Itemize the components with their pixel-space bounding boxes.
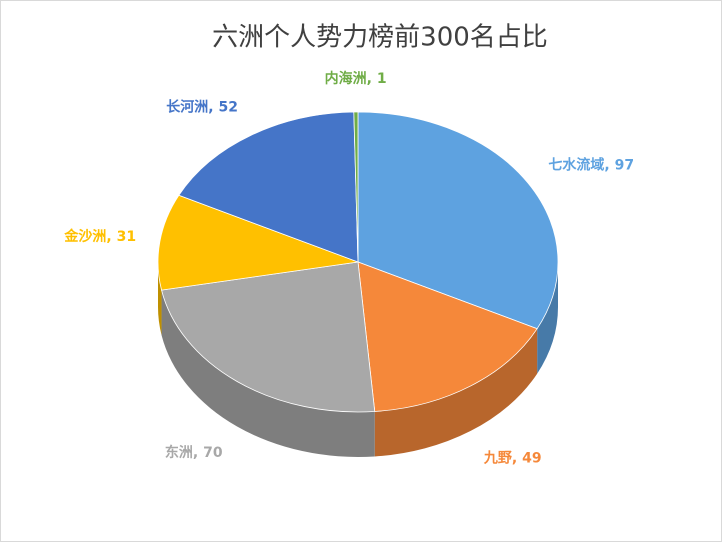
data-label: 金沙洲, 31 (63, 228, 136, 245)
pie-side (537, 262, 559, 374)
label-value: 31 (117, 229, 136, 245)
pie-tops (157, 111, 559, 413)
label-category: 七水流域 (548, 157, 604, 174)
pie-side (161, 290, 375, 457)
pie-slice (357, 261, 538, 412)
pie-slice (157, 194, 359, 291)
pie-slice (353, 111, 359, 263)
chart-title: 六洲个人势力榜前300名占比 (212, 23, 548, 53)
data-labels: 七水流域, 97 九野, 49 东洲, 70 金沙洲, 31 长河洲, 52 内海洲, 1 (63, 70, 634, 466)
data-label: 内海洲, 1 (325, 70, 387, 87)
label-category: 内海洲 (325, 70, 367, 87)
data-label: 长河洲, 52 (166, 98, 238, 115)
data-label: 九野, 49 (483, 450, 542, 466)
label-category: 长河洲 (166, 98, 208, 115)
label-category: 东洲 (165, 444, 193, 461)
pie-side (158, 262, 162, 336)
label-category: 金沙洲 (63, 228, 106, 245)
label-category: 九野 (483, 450, 512, 466)
label-value: 97 (615, 158, 634, 174)
label-value: 49 (522, 450, 541, 466)
label-value: 1 (377, 71, 387, 87)
data-label: 七水流域, 97 (548, 157, 634, 174)
data-label: 东洲, 70 (165, 444, 223, 461)
pie-slice (178, 111, 359, 263)
pie-slice (357, 111, 559, 330)
pie-sides (158, 262, 559, 457)
label-value: 70 (203, 445, 223, 461)
pie-slice (161, 261, 376, 413)
pie-side (374, 328, 538, 457)
label-value: 52 (218, 99, 237, 115)
